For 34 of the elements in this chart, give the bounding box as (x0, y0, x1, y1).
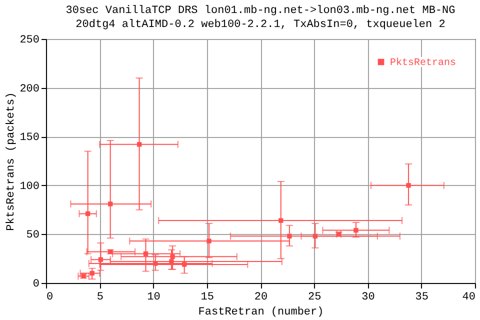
point (143, 251, 148, 256)
point (312, 234, 318, 238)
legend-label: PktsRetrans (390, 57, 456, 69)
x-tick-label: 20 (254, 292, 268, 304)
x-axis-title: FastRetran (number) (198, 306, 324, 318)
y-tick-label: 150 (20, 132, 40, 144)
chart-title: 30sec VanillaTCP DRS lon01.mb-ng.net->lon03.mb-ng.net MB-NG (66, 5, 456, 17)
x-tick-label: 35 (415, 292, 428, 304)
point (278, 218, 284, 223)
point (85, 211, 90, 216)
y-tick-label: 50 (26, 230, 40, 242)
y-tick-label: 0 (32, 278, 40, 290)
point (182, 262, 187, 267)
point (90, 270, 94, 276)
x-tick-label: 10 (147, 292, 160, 304)
point (406, 183, 411, 188)
x-tick-label: 0 (46, 292, 54, 304)
point (170, 254, 175, 259)
x-tick-label: 30 (362, 292, 375, 304)
point (98, 257, 104, 262)
x-tick-label: 15 (200, 292, 214, 304)
x-tick-label: 40 (462, 292, 476, 304)
y-axis-title: PktsRetrans (packets) (6, 92, 18, 231)
x-tick-label: 25 (308, 292, 322, 304)
point (354, 228, 358, 233)
y-tick-label: 250 (20, 34, 40, 46)
chart-subtitle: 20dtg4 altAIMD-0.2 web100-2.2.1, TxAbsIn=0, txqueuelen 2 (76, 19, 446, 31)
x-tick-label: 5 (96, 292, 104, 304)
y-tick-label: 100 (20, 180, 40, 193)
point (287, 234, 292, 238)
point (108, 202, 113, 206)
point (136, 142, 142, 147)
y-tick-label: 200 (20, 83, 40, 96)
point (206, 238, 212, 244)
